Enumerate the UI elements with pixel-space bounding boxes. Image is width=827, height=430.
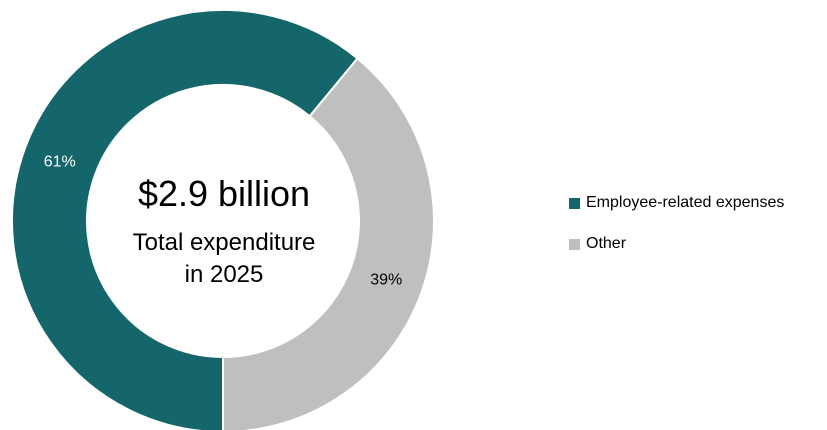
slice-label-0: 61% <box>44 154 76 171</box>
legend-label-employee-related-expenses: Employee-related expenses <box>586 194 785 211</box>
donut-slice-1 <box>222 57 435 430</box>
legend-item-employee-related-expenses: Employee-related expenses <box>569 192 784 214</box>
legend-swatch-employee-related-expenses <box>569 197 580 209</box>
legend-swatch-other <box>569 238 580 250</box>
donut-slice-0 <box>11 9 359 430</box>
chart-legend: Employee-related expenses Other <box>569 192 784 274</box>
total-expenditure-year: in 2025 <box>184 261 264 288</box>
slice-label-1: 39% <box>370 271 402 288</box>
total-expenditure-value: $2.9 billion <box>137 173 311 214</box>
legend-label-other: Other <box>586 235 627 252</box>
legend-item-other: Other <box>569 233 784 255</box>
total-expenditure-caption: Total expenditure <box>132 229 316 256</box>
